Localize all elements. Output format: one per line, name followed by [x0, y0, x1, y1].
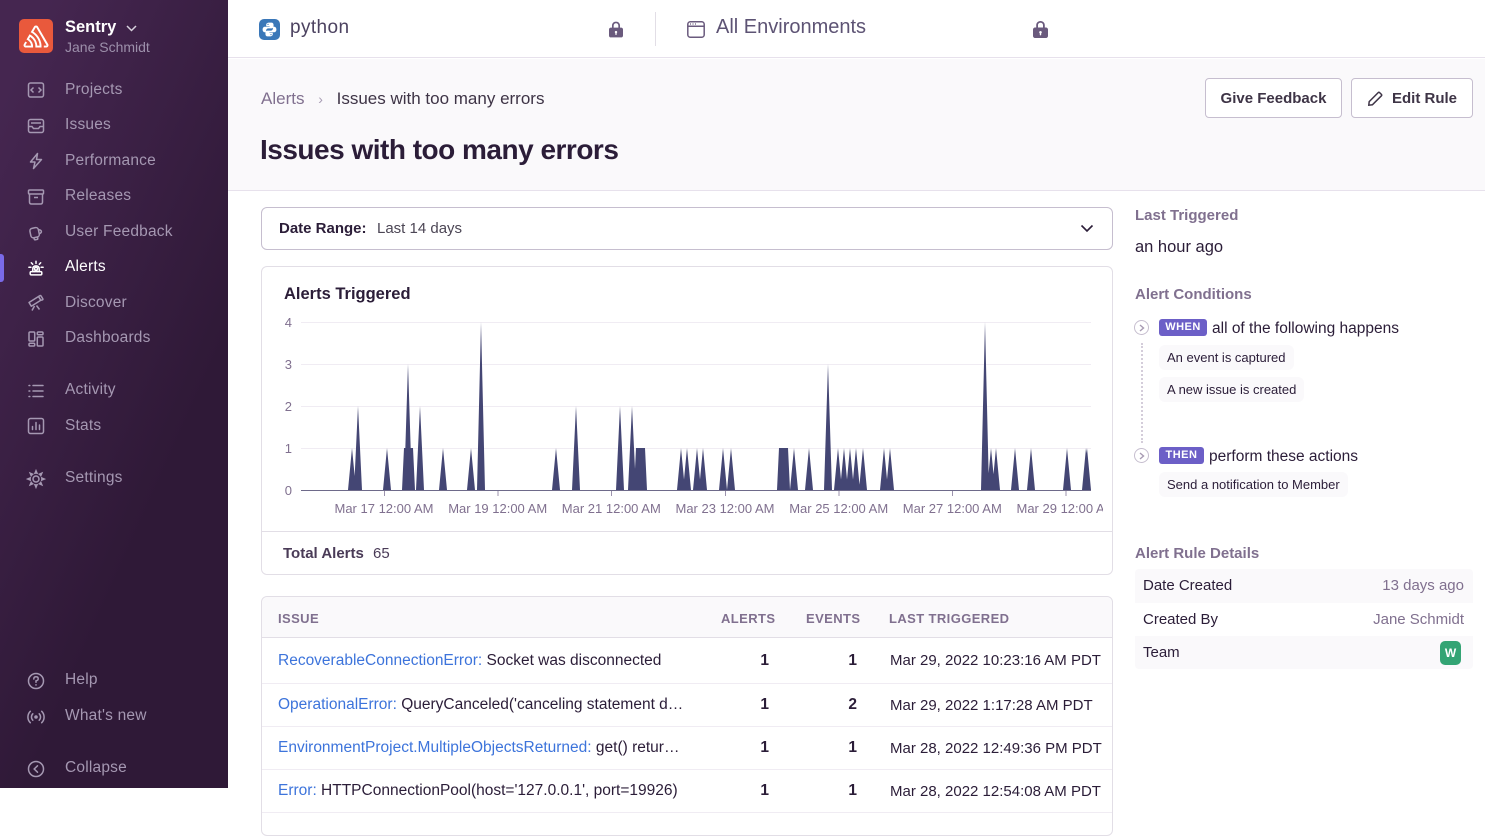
svg-text:0: 0	[285, 483, 292, 498]
svg-text:Mar 25 12:00 AM: Mar 25 12:00 AM	[789, 501, 888, 516]
svg-text:4: 4	[285, 315, 292, 330]
svg-text:Mar 27 12:00 AM: Mar 27 12:00 AM	[903, 501, 1002, 516]
svg-text:Mar 21 12:00 AM: Mar 21 12:00 AM	[562, 501, 661, 516]
svg-text:Mar 29 12:00 AM: Mar 29 12:00 AM	[1017, 501, 1104, 516]
svg-text:2: 2	[285, 399, 292, 414]
svg-text:Mar 19 12:00 AM: Mar 19 12:00 AM	[448, 501, 547, 516]
svg-text:Mar 17 12:00 AM: Mar 17 12:00 AM	[335, 501, 434, 516]
svg-text:1: 1	[285, 441, 292, 456]
svg-text:3: 3	[285, 357, 292, 372]
svg-text:Mar 23 12:00 AM: Mar 23 12:00 AM	[676, 501, 775, 516]
